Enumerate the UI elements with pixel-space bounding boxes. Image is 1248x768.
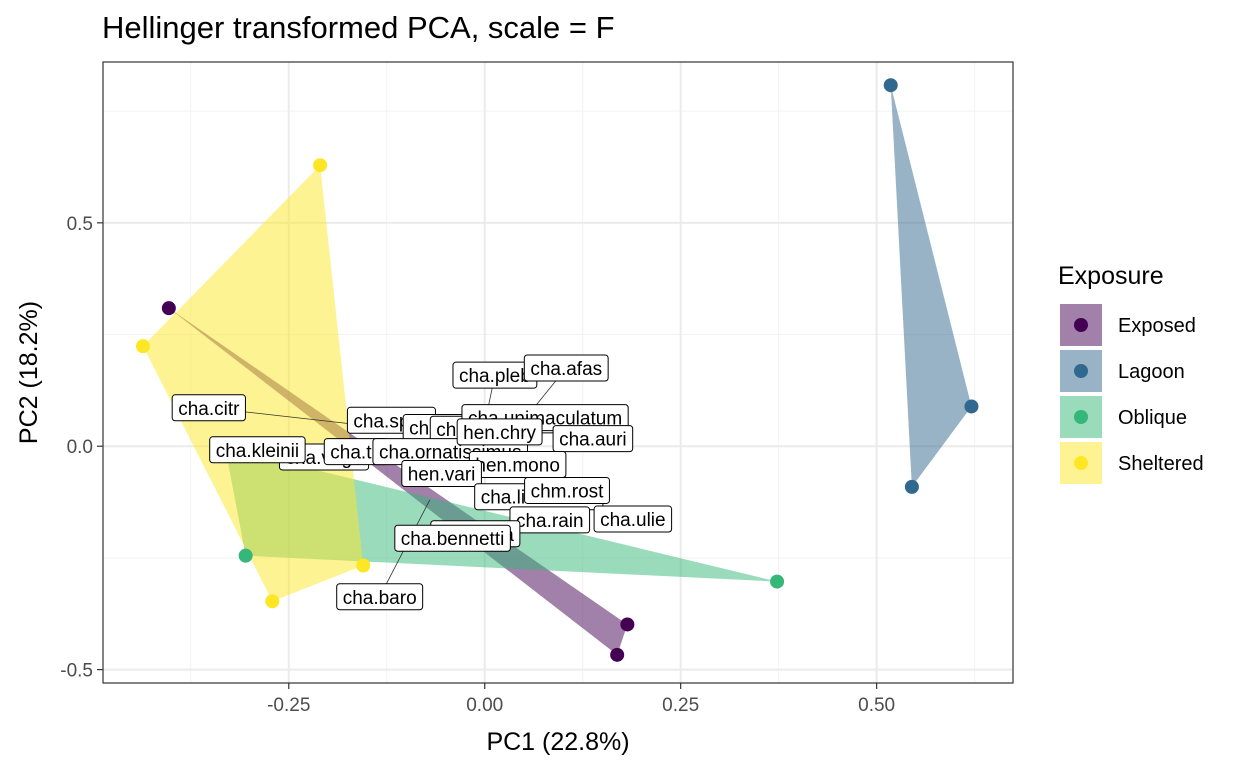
point-label-text: hen.vari <box>408 464 476 485</box>
point-lagoon <box>883 78 898 93</box>
point-exposed <box>620 617 635 632</box>
legend: Exposure Exposed Lagoon Oblique Sheltered <box>1058 262 1204 484</box>
x-axis-title: PC1 (22.8%) <box>486 728 629 756</box>
point-exposed <box>161 301 176 316</box>
legend-marker-lagoon <box>1074 364 1088 378</box>
point-label: cha.auri <box>552 425 634 453</box>
point-sheltered <box>313 158 328 173</box>
point-label-text: cha.bennetti <box>401 529 505 550</box>
point-label-text: cha.ulie <box>600 510 666 531</box>
point-oblique <box>238 548 253 563</box>
point-label-text: cha.tri <box>330 443 382 464</box>
point-label: cha.pleb <box>452 361 538 389</box>
x-tick-label: 0.25 <box>662 695 699 716</box>
legend-marker-exposed <box>1074 318 1088 332</box>
point-sheltered <box>135 339 150 354</box>
x-tick-label: -0.25 <box>267 695 310 716</box>
point-label: cha.citr <box>171 394 246 422</box>
point-sheltered <box>356 558 371 573</box>
point-label: cha.tri <box>323 438 389 466</box>
y-tick-label: 0.0 <box>67 437 93 458</box>
point-label-text: cha.baro <box>343 588 417 609</box>
point-label-box <box>209 436 306 464</box>
point-label-box <box>171 394 246 422</box>
legend-label-exposed: Exposed <box>1118 315 1196 337</box>
point-label: cha.ulie <box>593 505 673 533</box>
legend-label-sheltered: Sheltered <box>1118 453 1204 475</box>
point-label-box <box>336 583 424 611</box>
point-label: hen.vari <box>401 459 482 487</box>
point-oblique <box>770 574 785 589</box>
legend-marker-oblique <box>1074 410 1088 424</box>
point-label-text: cha.rain <box>516 511 584 532</box>
point-label-text: cha.citr <box>178 399 240 420</box>
point-label-text: cha.afas <box>530 359 602 380</box>
point-label-box <box>401 459 482 487</box>
point-label-text: chm.rost <box>531 481 605 502</box>
point-sheltered <box>265 594 280 609</box>
point-lagoon <box>964 399 979 414</box>
point-label-box <box>456 418 543 446</box>
group-hulls <box>142 85 972 655</box>
hull-oblique <box>225 448 778 582</box>
y-tick-label: -0.5 <box>60 661 93 682</box>
legend-marker-sheltered <box>1074 456 1088 470</box>
y-axis-title: PC2 (18.2%) <box>15 301 43 444</box>
point-label-text: hen.mono <box>475 456 560 477</box>
point-label: cha.afas <box>523 354 609 382</box>
point-label: cha.bennetti <box>394 524 511 552</box>
x-tick-label: 0.00 <box>466 695 503 716</box>
point-label: cha.kleinii <box>209 436 306 464</box>
point-label-text: cha.pleb <box>459 366 531 387</box>
point-label: chm.rost <box>524 476 610 504</box>
y-tick-label: 0.5 <box>67 214 93 235</box>
point-label-text: hen.chry <box>463 423 536 444</box>
x-tick-label: 0.50 <box>858 695 895 716</box>
point-label-box <box>552 425 634 453</box>
point-label-box <box>509 506 591 534</box>
point-lagoon <box>904 479 919 494</box>
point-label-text: cha.auri <box>559 430 627 451</box>
point-label: cha.rain <box>509 506 591 534</box>
chart-title: Hellinger transformed PCA, scale = F <box>102 10 615 45</box>
legend-label-oblique: Oblique <box>1118 407 1187 429</box>
point-label-box <box>394 524 511 552</box>
axes: -0.25 0.00 0.25 0.50 -0.5 0.0 0.5 PC1 (22.8%) PC… <box>15 214 895 756</box>
hull-sheltered <box>142 165 364 602</box>
point-label: cha.baro <box>336 583 424 611</box>
point-label-box <box>593 505 673 533</box>
legend-title: Exposure <box>1058 262 1164 290</box>
point-label-box <box>523 354 609 382</box>
point-label-box <box>524 476 610 504</box>
point-label: hen.mono <box>468 451 567 479</box>
point-label: hen.chry <box>456 418 543 446</box>
point-label-text: cha.kleinii <box>216 441 299 462</box>
panel-border <box>102 61 1014 684</box>
hull-lagoon <box>890 85 972 487</box>
point-exposed <box>610 647 625 662</box>
point-labels: cha.plebcha.afascha.citrcha.speccha.trif… <box>171 354 673 611</box>
legend-label-lagoon: Lagoon <box>1118 361 1185 383</box>
